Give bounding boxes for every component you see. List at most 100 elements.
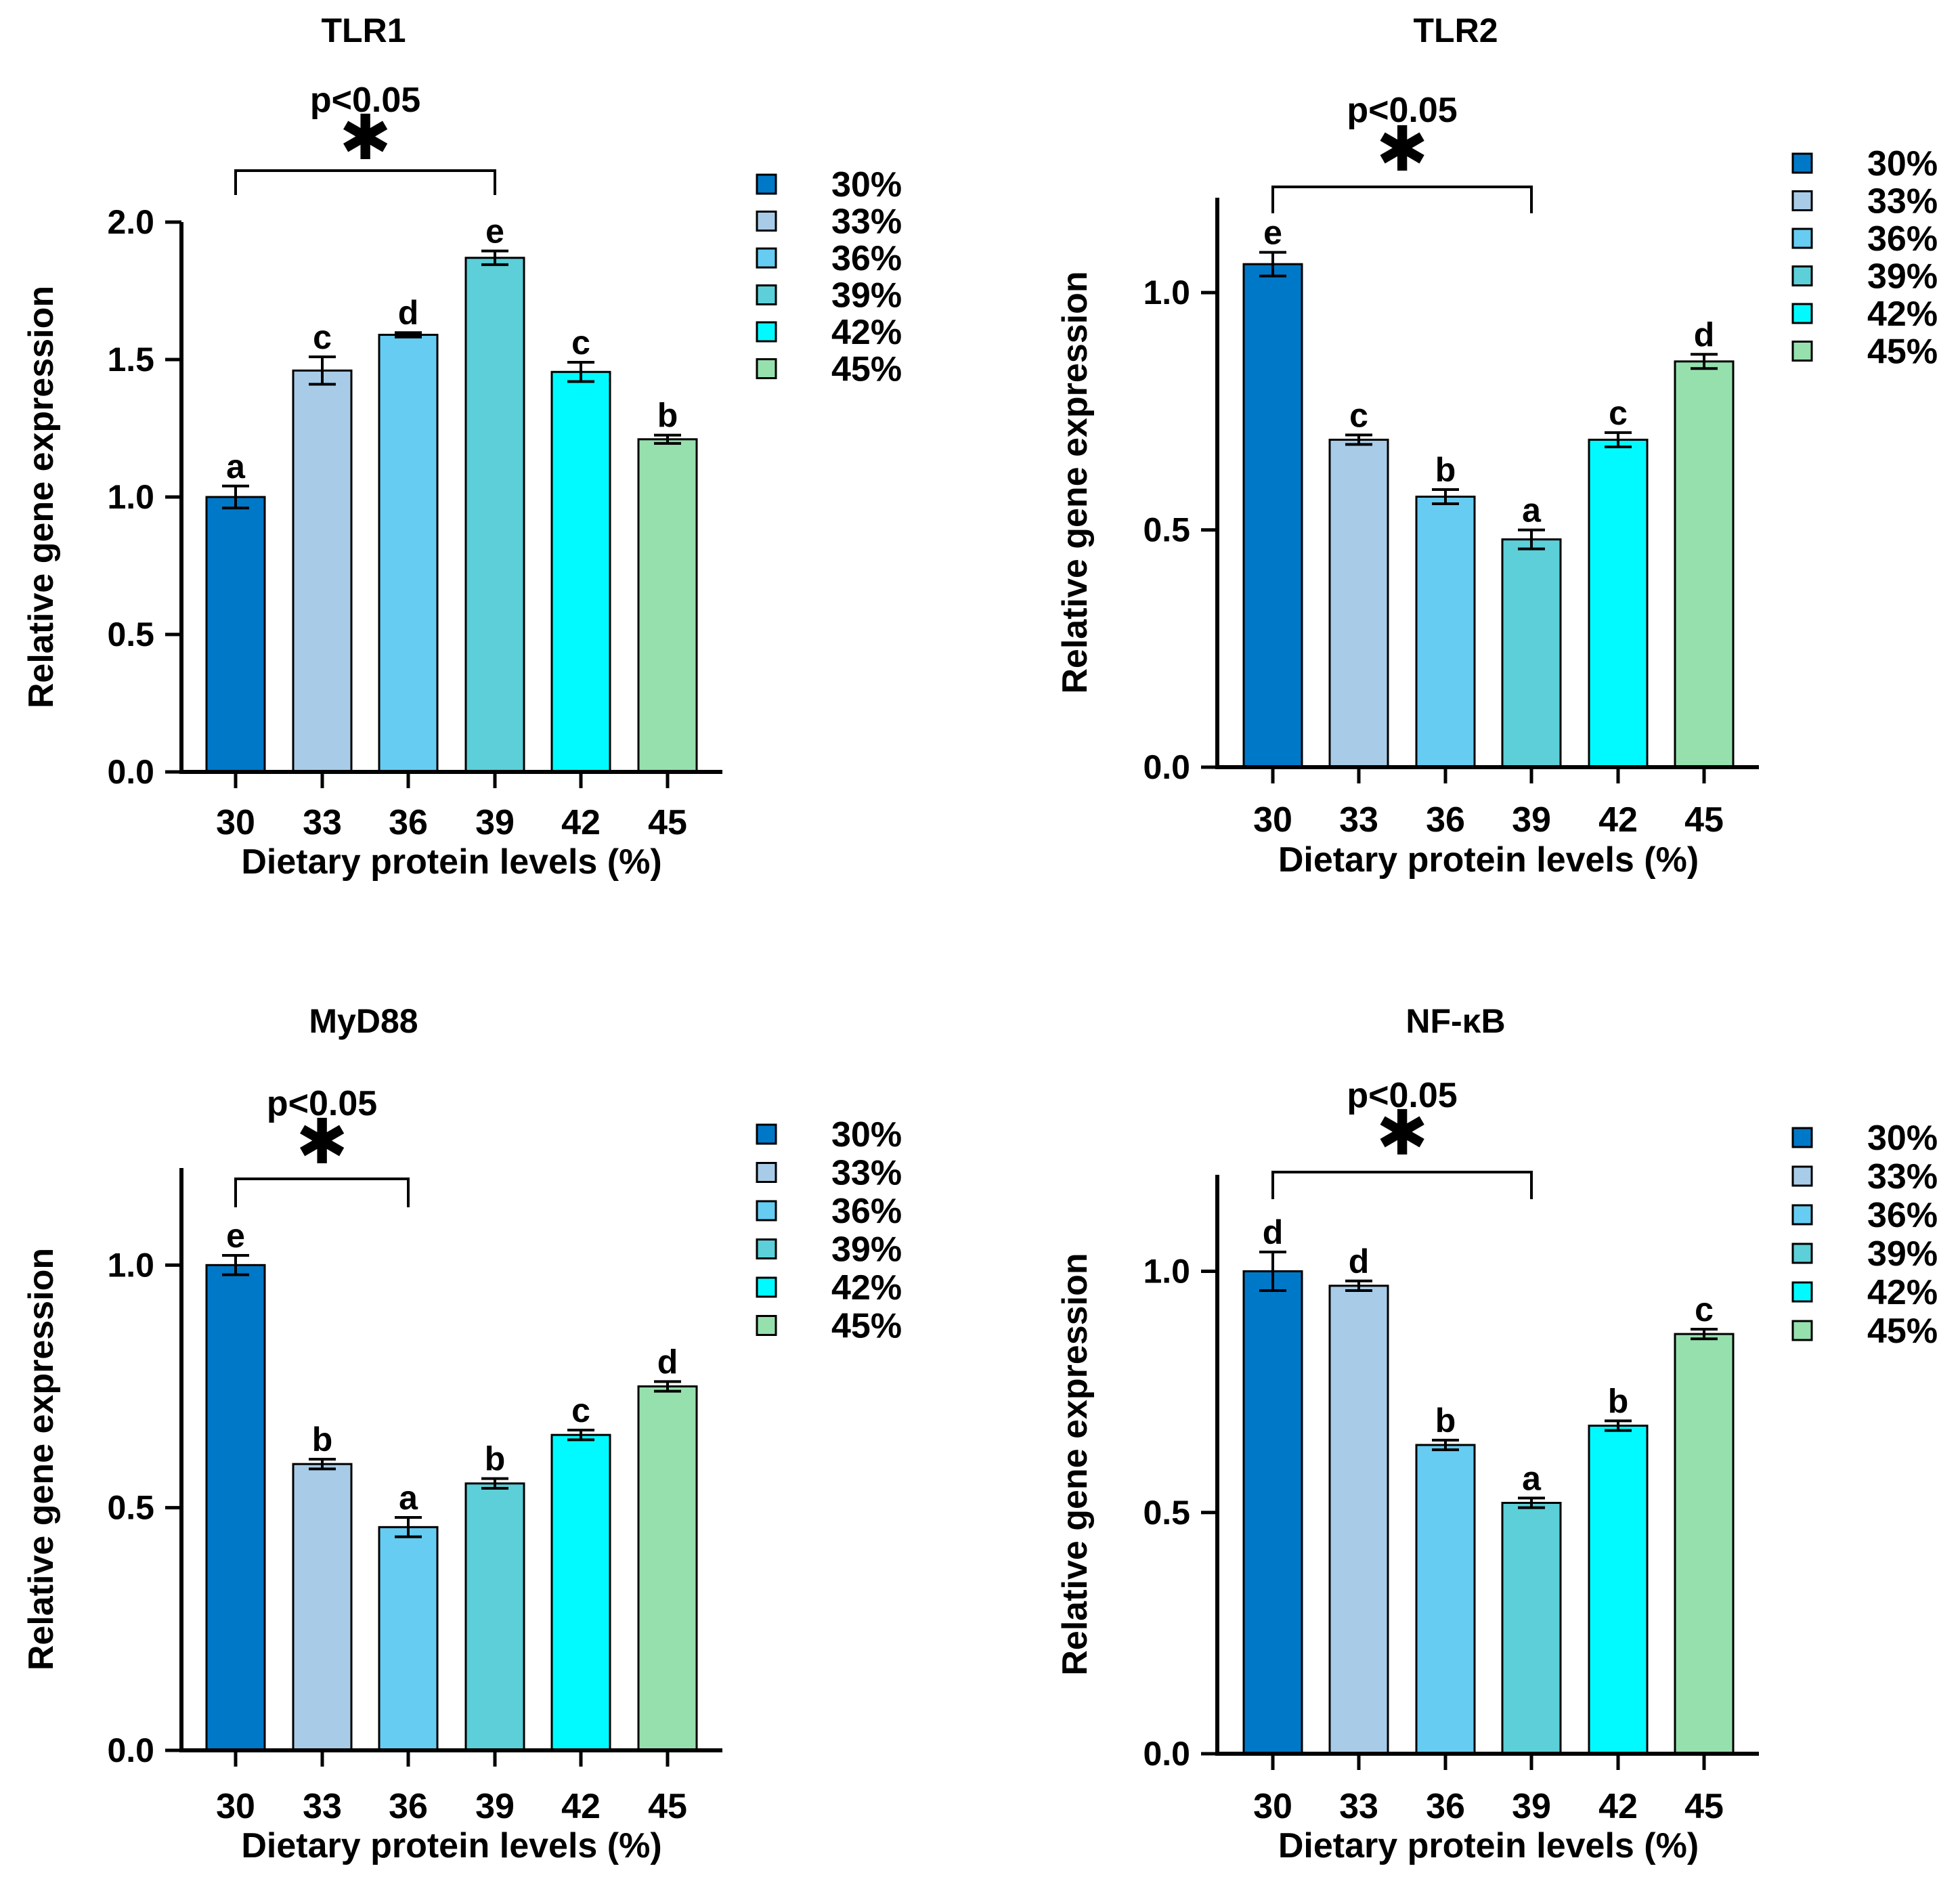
legend-swatch-36	[756, 1200, 777, 1222]
legend-label-33: 33%	[831, 202, 902, 242]
legend-swatch-33	[756, 1162, 777, 1183]
legend-label-33: 33%	[831, 1154, 902, 1193]
bar-42	[550, 370, 611, 773]
significance-p-value: p<0.05	[310, 81, 420, 120]
legend-swatch-42	[1791, 303, 1813, 324]
y-tick-label: 0.5	[1143, 511, 1190, 549]
significance-bracket	[234, 169, 496, 195]
significance-bracket	[1271, 1171, 1533, 1199]
legend-label-36: 36%	[831, 239, 902, 278]
error-bar-45	[654, 1380, 681, 1393]
bar-39	[1501, 538, 1562, 769]
x-tick-label-33: 33	[303, 1787, 342, 1826]
significance-letter-33: d	[1349, 1243, 1370, 1280]
y-axis-title: Relative gene expression	[22, 1248, 61, 1670]
y-tick-label: 1.5	[107, 341, 154, 379]
error-bar-33	[1345, 433, 1372, 446]
legend-label-45: 45%	[1867, 1312, 1938, 1351]
chart-panel-0: TLR1 a 30 c 33 d 36 e 39 c 42 b 45 0.0 0.5 1.0 1.5 2.0 Rel…	[22, 12, 902, 882]
y-tick-label: 0.5	[107, 1489, 154, 1527]
legend-label-39: 39%	[831, 1230, 902, 1270]
panel-title: TLR1	[322, 12, 406, 49]
x-tick-label-42: 42	[1598, 1787, 1638, 1826]
significance-letter-30: e	[226, 1217, 245, 1255]
significance-p-value: p<0.05	[267, 1084, 377, 1123]
significance-letter-42: c	[1609, 394, 1628, 432]
bar-30	[205, 496, 266, 773]
x-tick-label-30: 30	[216, 1787, 255, 1826]
legend-label-36: 36%	[831, 1192, 902, 1231]
significance-bracket	[1271, 186, 1533, 213]
error-bar-30	[222, 484, 249, 510]
legend-swatch-33	[756, 211, 777, 232]
error-bar-36	[1432, 488, 1459, 506]
y-axis-title: Relative gene expression	[1055, 1253, 1095, 1675]
legend-swatch-45	[1791, 341, 1813, 362]
bar-33	[1328, 1284, 1389, 1755]
significance-letter-33: b	[312, 1421, 333, 1459]
bar-36	[1415, 496, 1476, 769]
x-tick-label-45: 45	[1684, 1787, 1724, 1826]
panel-title: MyD88	[309, 1002, 418, 1040]
y-tick-label: 0.0	[1143, 1735, 1190, 1773]
bar-39	[464, 1482, 525, 1752]
legend-swatch-33	[1791, 190, 1813, 211]
x-tick-label-39: 39	[475, 1787, 515, 1826]
asterisk-icon: ✱	[1376, 115, 1428, 184]
legend-label-42: 42%	[831, 1268, 902, 1308]
legend-label-30: 30%	[831, 165, 902, 204]
y-tick-label: 1.0	[1143, 1253, 1190, 1291]
legend-swatch-30	[1791, 1127, 1813, 1148]
significance-letter-39: b	[485, 1440, 506, 1478]
error-bar-33	[309, 1458, 336, 1471]
bar-39	[464, 257, 525, 773]
legend-swatch-39	[1791, 265, 1813, 286]
x-tick-label-42: 42	[561, 803, 601, 842]
legend-label-45: 45%	[1867, 332, 1938, 372]
chart-panel-1: TLR2 e 30 c 33 b 36 a 39 c 42 d 45 0.0 0.5 1.0 Relative …	[1055, 12, 1938, 880]
asterisk-icon: ✱	[339, 104, 391, 173]
error-bar-42	[567, 361, 594, 383]
y-tick-label: 2.0	[107, 203, 154, 241]
legend-label-30: 30%	[831, 1115, 902, 1154]
significance-letter-36: a	[399, 1479, 418, 1517]
legend-swatch-36	[1791, 228, 1813, 249]
legend-label-33: 33%	[1867, 182, 1938, 221]
x-tick-label-33: 33	[1339, 1787, 1378, 1826]
error-bar-39	[481, 249, 508, 266]
bar-33	[292, 369, 353, 773]
significance-letter-39: a	[1522, 1459, 1542, 1497]
chart-panel-2: MyD88 e 30 b 33 a 36 b 39 c 42 d 45 0.0 0.5 1.0 Relative…	[22, 1002, 902, 1865]
panel-title: TLR2	[1414, 12, 1498, 49]
legend-swatch-42	[1791, 1281, 1813, 1303]
legend-label-39: 39%	[1867, 1234, 1938, 1274]
significance-letter-45: b	[657, 397, 678, 435]
bar-42	[1588, 1425, 1649, 1755]
asterisk-icon: ✱	[296, 1108, 348, 1177]
error-bar-39	[481, 1477, 508, 1490]
bar-36	[378, 1526, 439, 1752]
bar-45	[1674, 1333, 1735, 1755]
error-bar-30	[222, 1254, 249, 1276]
significance-letter-45: d	[1694, 316, 1715, 353]
bar-33	[292, 1463, 353, 1752]
x-tick-label-42: 42	[561, 1787, 601, 1826]
significance-p-value: p<0.05	[1347, 91, 1457, 130]
y-tick-label: 1.0	[1143, 274, 1190, 311]
bar-39	[1501, 1502, 1562, 1755]
error-bar-42	[1605, 1419, 1632, 1432]
y-tick-label: 0.0	[107, 1731, 154, 1769]
legend-label-33: 33%	[1867, 1157, 1938, 1196]
y-tick-label: 0.5	[107, 615, 154, 653]
x-tick-label-45: 45	[648, 803, 687, 842]
legend-label-30: 30%	[1867, 144, 1938, 183]
error-bar-36	[395, 331, 422, 339]
legend-swatch-30	[756, 1123, 777, 1145]
x-tick-label-45: 45	[648, 1787, 687, 1826]
legend-swatch-42	[756, 1276, 777, 1298]
legend-swatch-39	[756, 1238, 777, 1259]
x-tick-label-42: 42	[1598, 800, 1638, 840]
error-bar-42	[1605, 431, 1632, 448]
significance-letter-30: d	[1263, 1213, 1284, 1251]
error-bar-33	[1345, 1279, 1372, 1292]
